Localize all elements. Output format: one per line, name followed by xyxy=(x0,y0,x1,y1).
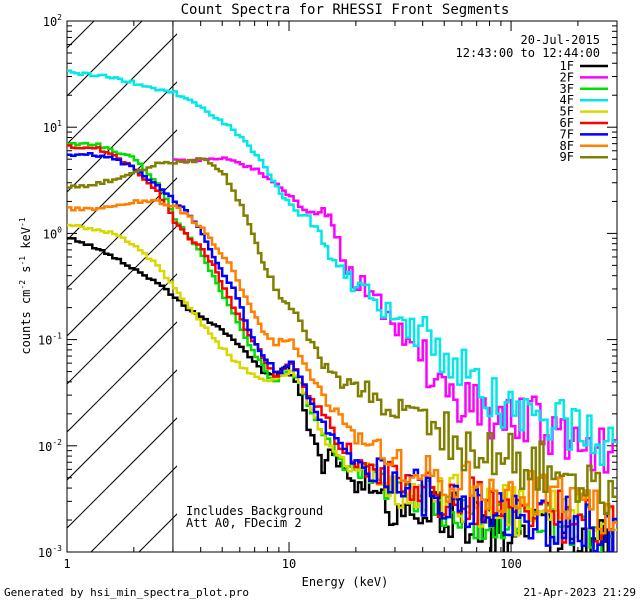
x-tick-labels: 1 10 100 xyxy=(63,557,522,571)
legend-label-1F: 1F xyxy=(560,59,574,73)
x-tick-label: 1 xyxy=(63,557,70,571)
timestamp-label: 21-Apr-2023 21:29 xyxy=(523,586,636,599)
legend-label-9F: 9F xyxy=(560,150,574,164)
legend-label-8F: 8F xyxy=(560,139,574,153)
hatch-line xyxy=(67,81,177,193)
series-line-8F xyxy=(67,198,617,535)
hatch-line xyxy=(67,129,177,241)
series-line-1F xyxy=(67,237,614,552)
x-axis-label: Energy (keV) xyxy=(302,575,389,589)
series-line-9F xyxy=(67,157,617,516)
series-line-4F xyxy=(67,69,617,467)
time-range-label: 12:43:00 to 12:44:00 xyxy=(456,46,601,60)
series-line-2F xyxy=(172,156,617,474)
legend-label-5F: 5F xyxy=(560,105,574,119)
series-line-7F xyxy=(67,152,617,552)
hatch-line xyxy=(67,33,177,145)
y-axis-label: counts cm-2 s-1 keV-1 xyxy=(18,217,33,354)
chart-title: Count Spectra for RHESSI Front Segments xyxy=(181,2,510,18)
y-tick-labels: 10-3 10-2 10-1 100 101 102 xyxy=(38,13,62,560)
hatch-line xyxy=(67,21,95,49)
y-tick-label: 101 xyxy=(43,119,62,135)
x-tick-label: 100 xyxy=(500,557,522,571)
x-tick-label: 10 xyxy=(282,557,296,571)
hatch-line xyxy=(67,369,177,481)
y-tick-label: 10-3 xyxy=(38,544,62,560)
date-label: 20-Jul-2015 xyxy=(521,33,600,47)
hatch-line xyxy=(67,177,177,289)
axis-ticks xyxy=(66,20,618,553)
legend-label-7F: 7F xyxy=(560,127,574,141)
annotation-background: Includes Background xyxy=(186,504,323,518)
series-group xyxy=(67,69,617,552)
plot-frame xyxy=(66,20,618,553)
hatch-line xyxy=(67,225,177,337)
legend-label-6F: 6F xyxy=(560,116,574,130)
y-tick-label: 10-1 xyxy=(38,332,62,348)
hatch-line xyxy=(67,417,177,529)
y-tick-label: 10-2 xyxy=(38,438,62,454)
legend-label-3F: 3F xyxy=(560,82,574,96)
series-line-6F xyxy=(67,144,615,552)
y-tick-label: 102 xyxy=(43,13,62,29)
annotation-attenuator: Att A0, FDecim 2 xyxy=(186,516,302,530)
legend-label-4F: 4F xyxy=(560,93,574,107)
generated-by-label: Generated by hsi_min_spectra_plot.pro xyxy=(4,586,249,599)
y-tick-label: 100 xyxy=(43,225,62,241)
legend-label-2F: 2F xyxy=(560,70,574,84)
